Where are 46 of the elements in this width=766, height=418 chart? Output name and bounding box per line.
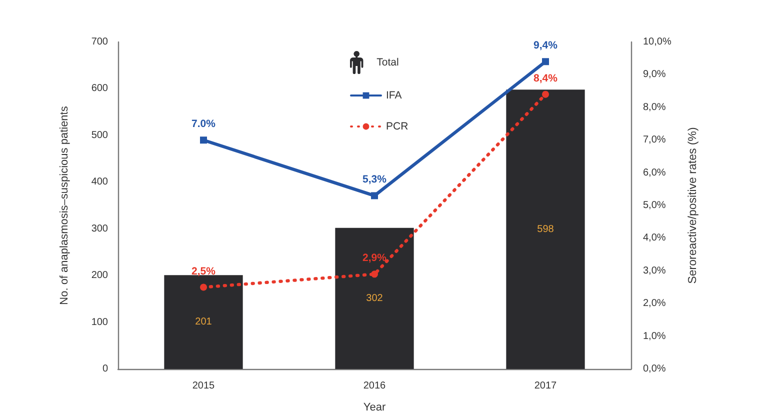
- data-label: 598: [537, 224, 554, 235]
- y2-tick-label: 7,0%: [643, 134, 666, 146]
- x-tick-label: 2017: [534, 380, 558, 392]
- y-tick-label: 500: [91, 130, 108, 141]
- data-label: 302: [366, 292, 384, 304]
- y2-tick-label: 1,0%: [643, 330, 666, 342]
- data-label: 8,4%: [534, 72, 558, 84]
- x-tick-label: 2015: [192, 380, 216, 392]
- bar: [335, 228, 414, 369]
- data-label: 9,4%: [534, 40, 558, 52]
- y-tick-label: 400: [91, 176, 108, 188]
- bar: [506, 90, 585, 369]
- y2-tick-label: 10,0%: [643, 36, 672, 48]
- y2-tick-label: 0,0%: [643, 364, 666, 374]
- point: [542, 58, 549, 66]
- data-label: 201: [195, 316, 212, 328]
- y2-tick-label: 9,0%: [643, 69, 666, 80]
- y-tick-label: 700: [91, 36, 108, 48]
- data-label: 5,3%: [362, 174, 388, 186]
- x-axis-title: Year: [363, 402, 386, 414]
- x-tick-label: 2016: [363, 380, 386, 392]
- legend-label: Total: [376, 56, 399, 68]
- point: [200, 136, 207, 144]
- y-axis-title: No. of anaplasmosis–suspicious patients: [58, 106, 70, 305]
- bar: [164, 275, 243, 369]
- point: [200, 284, 207, 291]
- y-tick-label: 600: [91, 83, 108, 94]
- y2-tick-label: 6,0%: [643, 167, 666, 178]
- point: [371, 192, 378, 200]
- y2-tick-label: 3,0%: [643, 265, 666, 276]
- y-tick-label: 300: [91, 223, 108, 234]
- y-tick-label: 200: [91, 270, 108, 282]
- y2-tick-label: 8,0%: [643, 102, 666, 113]
- point: [371, 270, 378, 278]
- y2-tick-label: 5,0%: [643, 200, 666, 211]
- y-tick-label: 100: [91, 316, 108, 328]
- y2-tick-label: 4,0%: [643, 232, 666, 244]
- legend-label: IFA: [386, 90, 402, 102]
- y-tick-label: 0: [102, 364, 108, 374]
- legend-label: PCR: [386, 120, 409, 132]
- point: [542, 90, 549, 98]
- data-label: 2,5%: [192, 265, 216, 278]
- y2-axis-title: Seroreactive/positive rates (%): [687, 127, 699, 284]
- y2-tick-label: 2,0%: [643, 298, 666, 310]
- data-label: 7.0%: [192, 118, 216, 130]
- data-label: 2,9%: [362, 252, 388, 264]
